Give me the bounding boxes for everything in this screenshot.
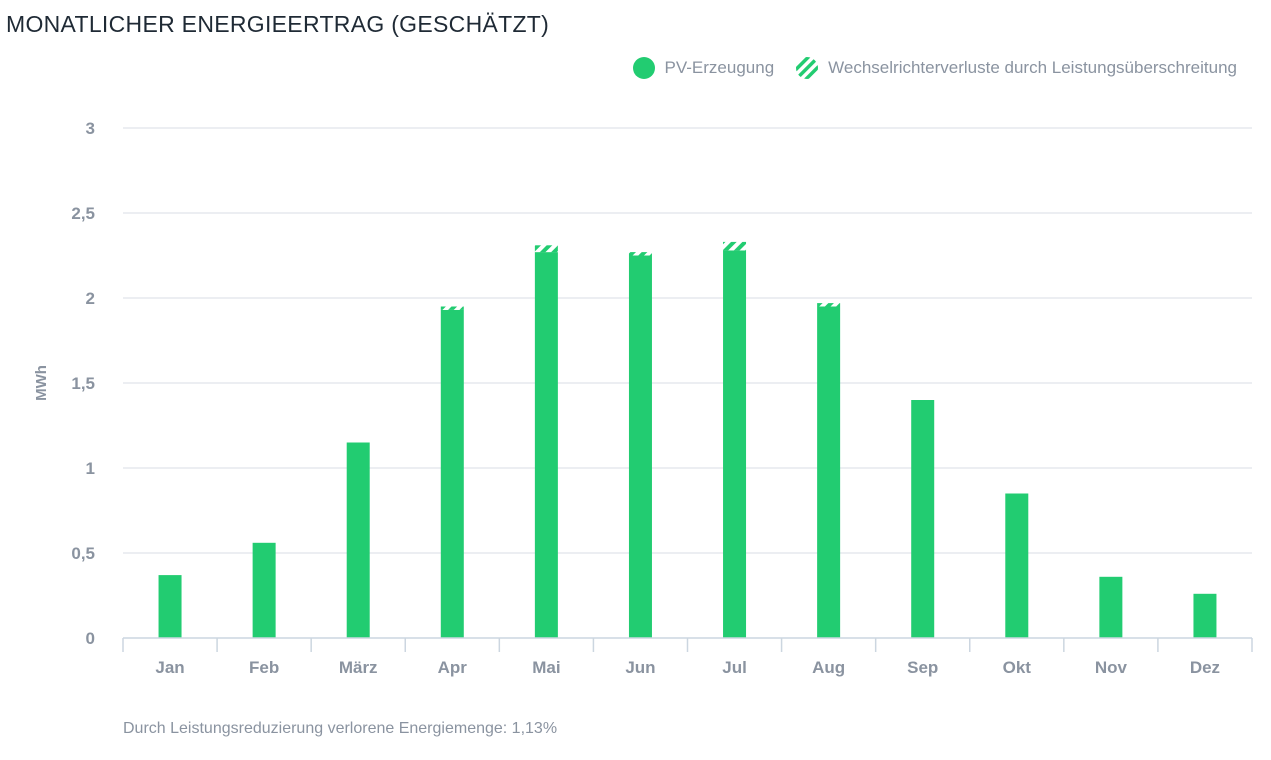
x-tick-label: Sep (907, 658, 938, 677)
x-tick-label: Jul (722, 658, 747, 677)
x-tick-label: Dez (1190, 658, 1220, 677)
y-tick-label: 0 (86, 629, 95, 648)
footnote: Durch Leistungsreduzierung verlorene Ene… (123, 720, 558, 737)
y-tick-label: 2 (86, 289, 95, 308)
y-tick-label: 1,5 (71, 374, 95, 393)
bar-loss-Mai[interactable] (534, 245, 558, 253)
bar-pv-Dez[interactable] (1193, 593, 1217, 638)
x-tick-label: Aug (812, 658, 845, 677)
y-tick-label: 0,5 (71, 544, 95, 563)
chart-title: MONATLICHER ENERGIEERTRAG (GESCHÄTZT) (6, 11, 550, 37)
legend-label-pv: PV-Erzeugung (664, 58, 775, 77)
x-tick-label: Jan (155, 658, 184, 677)
legend: PV-Erzeugung Wechselrichterverluste durc… (632, 57, 1237, 79)
x-tick-label: Okt (1003, 658, 1032, 677)
bar-loss-Jul[interactable] (723, 241, 747, 251)
x-tick-label: Feb (249, 658, 279, 677)
bar-pv-Jun[interactable] (628, 255, 652, 639)
y-axis-title: MWh (33, 365, 50, 401)
bar-loss-Apr[interactable] (440, 306, 464, 310)
bar-pv-Mai[interactable] (534, 252, 558, 638)
bar-pv-Aug[interactable] (817, 306, 841, 639)
y-tick-label: 3 (86, 119, 95, 138)
y-tick-labels: 0 0,5 1 1,5 2 2,5 3 (71, 119, 95, 648)
bar-pv-Jul[interactable] (723, 250, 747, 638)
bar-pv-März[interactable] (346, 442, 370, 639)
bar-pv-Jan[interactable] (158, 575, 182, 638)
bar-chart: 0 0,5 1 1,5 2 2,5 3 Jan Feb März Apr Mai Jun Jul Aug S… (33, 119, 1253, 677)
x-tick-label: März (339, 658, 378, 677)
x-tick-label: Jun (625, 658, 655, 677)
x-tick-label: Nov (1095, 658, 1128, 677)
bar-pv-Nov[interactable] (1099, 576, 1123, 638)
legend-item-pv[interactable]: PV-Erzeugung (632, 57, 775, 79)
legend-item-losses[interactable]: Wechselrichterverluste durch Leistungsüb… (796, 57, 1237, 79)
y-tick-label: 2,5 (71, 204, 95, 223)
x-tick-label: Mai (532, 658, 560, 677)
bar-loss-Jun[interactable] (628, 252, 652, 256)
bars (158, 241, 1217, 639)
striped-circle-icon (796, 57, 819, 79)
bar-pv-Okt[interactable] (1005, 493, 1029, 639)
x-axis: Jan Feb März Apr Mai Jun Jul Aug Sep Okt Nov Dez (122, 637, 1253, 677)
bar-pv-Sep[interactable] (911, 400, 935, 638)
y-tick-label: 1 (86, 459, 95, 478)
x-tick-label: Apr (438, 658, 468, 677)
grid-lines (123, 127, 1252, 554)
bar-pv-Apr[interactable] (440, 309, 464, 638)
bar-loss-Aug[interactable] (817, 303, 841, 307)
filled-circle-icon (632, 57, 655, 79)
legend-label-losses: Wechselrichterverluste durch Leistungsüb… (828, 58, 1237, 77)
bar-pv-Feb[interactable] (252, 542, 276, 638)
